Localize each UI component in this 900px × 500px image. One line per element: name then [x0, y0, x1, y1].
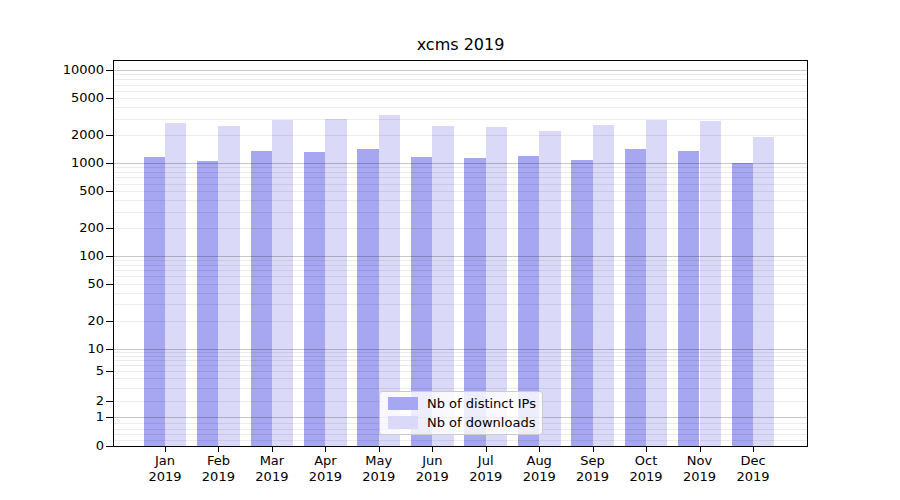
- y-tick-label: 10: [24, 340, 104, 358]
- x-tick: [486, 447, 487, 452]
- x-tick: [325, 447, 326, 452]
- x-tick-month: Dec: [713, 453, 793, 469]
- y-tick-label: 10000: [24, 61, 104, 79]
- gridline-minor: [114, 74, 807, 75]
- y-tick-label: 20: [24, 312, 104, 330]
- x-tick: [165, 447, 166, 452]
- gridline-minor: [114, 85, 807, 86]
- legend: Nb of distinct IPs Nb of downloads: [379, 391, 543, 435]
- x-tick: [218, 447, 219, 452]
- bar-downloads-nov: [700, 121, 721, 446]
- y-tick-label: 0: [24, 437, 104, 455]
- gridline-minor: [114, 119, 807, 120]
- y-tick-label: 200: [24, 219, 104, 237]
- y-tick-label: 100: [24, 247, 104, 265]
- bar-distinct-ips-oct: [625, 149, 646, 446]
- bar-downloads-jan: [165, 123, 186, 446]
- x-tick: [539, 447, 540, 452]
- bar-downloads-apr: [325, 119, 346, 446]
- y-tick: [106, 98, 113, 99]
- bar-distinct-ips-apr: [304, 152, 325, 446]
- gridline-minor: [114, 79, 807, 80]
- bar-downloads-feb: [218, 126, 239, 446]
- y-tick: [106, 321, 113, 322]
- y-tick: [106, 256, 113, 257]
- bar-distinct-ips-jan: [144, 157, 165, 446]
- legend-label-distinct-ips: Nb of distinct IPs: [427, 396, 536, 411]
- gridline-minor: [114, 107, 807, 108]
- bar-distinct-ips-dec: [732, 163, 753, 446]
- bar-downloads-mar: [272, 120, 293, 446]
- gridline-major: [114, 70, 807, 71]
- bar-distinct-ips-nov: [678, 151, 699, 446]
- bar-distinct-ips-may: [357, 149, 378, 446]
- x-tick: [700, 447, 701, 452]
- x-tick: [272, 447, 273, 452]
- y-tick: [106, 228, 113, 229]
- x-tick: [753, 447, 754, 452]
- y-tick: [106, 70, 113, 71]
- bar-distinct-ips-mar: [251, 151, 272, 446]
- y-tick-label: 50: [24, 275, 104, 293]
- x-tick: [432, 447, 433, 452]
- y-tick: [106, 163, 113, 164]
- y-tick: [106, 135, 113, 136]
- x-tick: [593, 447, 594, 452]
- y-tick: [106, 417, 113, 418]
- legend-label-downloads: Nb of downloads: [427, 415, 535, 430]
- chart-title: xcms 2019: [113, 35, 808, 54]
- figure: xcms 2019 Nb of distinct IPs Nb of downl…: [0, 0, 900, 500]
- gridline-minor: [114, 91, 807, 92]
- bar-downloads-oct: [646, 120, 667, 446]
- y-tick-label: 2: [24, 392, 104, 410]
- x-tick: [646, 447, 647, 452]
- bar-distinct-ips-sep: [571, 160, 592, 447]
- bar-downloads-sep: [593, 125, 614, 446]
- y-tick-label: 2000: [24, 126, 104, 144]
- y-tick: [106, 349, 113, 350]
- legend-swatch-downloads: [388, 416, 418, 429]
- legend-entry-downloads: Nb of downloads: [388, 415, 534, 430]
- gridline-minor: [114, 98, 807, 99]
- x-tick-label: Dec2019: [713, 453, 793, 485]
- y-tick-label: 5: [24, 362, 104, 380]
- y-tick-label: 5000: [24, 89, 104, 107]
- y-tick: [106, 191, 113, 192]
- y-tick-label: 1: [24, 408, 104, 426]
- y-tick-label: 500: [24, 182, 104, 200]
- plot-area: Nb of distinct IPs Nb of downloads: [113, 60, 808, 447]
- x-tick: [379, 447, 380, 452]
- bar-downloads-dec: [753, 137, 774, 446]
- y-tick: [106, 446, 113, 447]
- y-tick-label: 1000: [24, 154, 104, 172]
- bar-distinct-ips-feb: [197, 161, 218, 446]
- legend-entry-distinct-ips: Nb of distinct IPs: [388, 396, 534, 411]
- y-tick: [106, 401, 113, 402]
- y-tick: [106, 371, 113, 372]
- legend-swatch-distinct-ips: [388, 397, 418, 410]
- x-tick-year: 2019: [713, 469, 793, 485]
- y-tick: [106, 284, 113, 285]
